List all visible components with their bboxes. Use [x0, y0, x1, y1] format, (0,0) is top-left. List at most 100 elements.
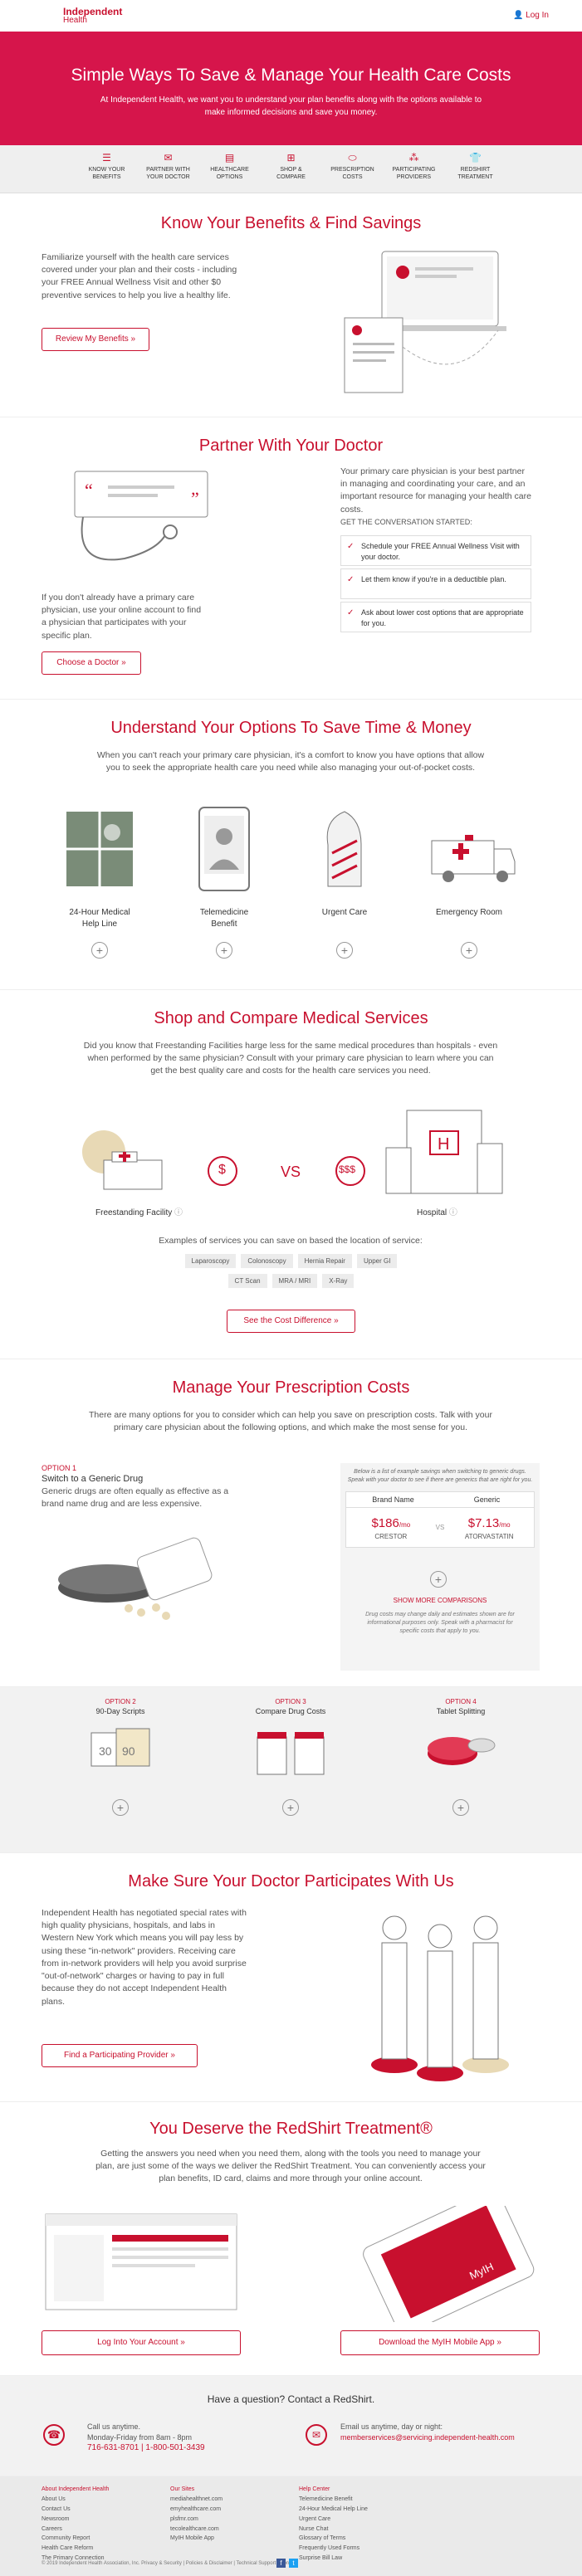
option-card: OPTION 2 90-Day Scripts 30 90 [79, 1697, 162, 1783]
hero-title: Simple Ways To Save & Manage Your Health… [71, 66, 511, 85]
pharmacy-illustration [257, 1731, 325, 1775]
benefits-illustration [344, 251, 506, 393]
option-label: 24-Hour Medical Help Line [69, 908, 130, 929]
benefits-text: Familiarize yourself with the health car… [42, 252, 237, 300]
section-nav: ☰ Know Your Benefits ✉ Partner With Your D… [0, 145, 582, 193]
brand-unit: /mo [399, 1520, 411, 1529]
options-text: When you can't reach your primary care p… [96, 750, 485, 773]
option-title: Tablet Splitting [436, 1707, 486, 1716]
email-circle-icon: ✉ [306, 2424, 327, 2446]
brand-drug-name: CRESTOR [374, 1532, 408, 1540]
service-pill: Hernia Repair [297, 1254, 352, 1269]
expand-plus-icon[interactable]: + [91, 942, 108, 959]
footer-link[interactable]: Frequently Used Forms [299, 2545, 360, 2552]
footer-link[interactable]: Careers [42, 2525, 62, 2532]
download-app-button[interactable]: Download the MyIH Mobile App » [340, 2330, 540, 2355]
info-icon[interactable]: ⓘ [174, 1208, 183, 1217]
redshirt-text: Getting the answers you need when you ne… [95, 2149, 486, 2184]
footer-link[interactable]: mediahealthnet.com [170, 2496, 223, 2502]
checklist-item: Ask about lower cost options that are ap… [340, 602, 531, 632]
twitter-icon[interactable]: t [289, 2559, 298, 2568]
option1-title: Switch to a Generic Drug [42, 1474, 144, 1484]
stethoscope-illustration: “ ” [74, 471, 208, 561]
footer-link[interactable]: Contact Us [42, 2505, 71, 2512]
tab-redshirt-treatment[interactable]: 👕 RedShirt Treatment [452, 152, 499, 193]
svg-text:”: ” [191, 488, 199, 509]
option-label: OPTION 4 [445, 1698, 477, 1705]
prescription-section: Manage Your Prescription Costs There are… [0, 1359, 582, 1687]
checklist-item: Schedule your FREE Annual Wellness Visit… [340, 535, 531, 566]
expand-plus-icon[interactable]: + [452, 1799, 469, 1816]
login-account-button[interactable]: Log Into Your Account » [42, 2330, 241, 2355]
hospital-label: Hospital ⓘ [417, 1208, 457, 1217]
email-link[interactable]: memberservices@servicing.independent-hea… [340, 2432, 515, 2442]
footer-link[interactable]: Telemedicine Benefit [299, 2496, 353, 2502]
cost-difference-button[interactable]: See the Cost Difference » [227, 1310, 355, 1333]
doctor-right-text: Your primary care physician is your best… [340, 466, 531, 515]
tab-participating-providers[interactable]: ⁂ Participating Providers [392, 152, 436, 180]
tab-know-your-benefits[interactable]: ☰ Know Your Benefits [84, 152, 130, 193]
option-card: OPTION 3 Compare Drug Costs [249, 1697, 332, 1783]
review-benefits-button[interactable]: Review My Benefits » [42, 328, 149, 351]
footer-link[interactable]: 24-Hour Medical Help Line [299, 2505, 368, 2512]
tab-prescription-costs[interactable]: ⬭ Prescription Costs [330, 152, 374, 180]
footer-sites: Our Sites mediahealthnet.com emyhealthcar… [170, 2485, 223, 2544]
footer-link[interactable]: Surprise Bill Law [299, 2555, 343, 2562]
expand-plus-icon[interactable]: + [216, 942, 232, 959]
expand-plus-icon[interactable]: + [430, 1571, 447, 1588]
contact-title: Have a question? Contact a RedShirt. [207, 2393, 375, 2405]
benefits-title: Know Your Benefits & Find Savings [160, 214, 422, 232]
copyright: © 2019 Independent Health Association, I… [42, 2561, 298, 2566]
hospital-illustration: H [385, 1110, 503, 1194]
checklist-item: Let them know if you're in a deductible … [340, 568, 531, 599]
vs-text: VS [435, 1524, 445, 1532]
tab-healthcare-options[interactable]: ▤ Healthcare Options [207, 152, 253, 193]
footer-link[interactable]: Community Report [42, 2535, 90, 2542]
footer-link[interactable]: emyhealthcare.com [170, 2505, 222, 2512]
provider-section: Make Sure Your Doctor Participates With … [0, 1853, 582, 2102]
footer-link[interactable]: The Primary Connection [42, 2555, 105, 2562]
expand-plus-icon[interactable]: + [282, 1799, 299, 1816]
table-note: Below is a list of example savings when … [347, 1469, 533, 1483]
footer-link[interactable]: Health Care Reform [42, 2545, 94, 2552]
expand-plus-icon[interactable]: + [461, 942, 477, 959]
tab-partner-doctor[interactable]: ✉ Partner With Your Doctor [146, 152, 190, 180]
services-row-2: CT Scan MRA / MRI X-Ray [0, 1274, 582, 1289]
find-provider-button[interactable]: Find a Participating Provider » [42, 2044, 198, 2067]
footer-link[interactable]: About Us [42, 2496, 66, 2502]
tablet-split-illustration [428, 1736, 496, 1765]
info-icon[interactable]: ⓘ [448, 1208, 457, 1217]
footer: About Independent Health About Us Contact… [0, 2476, 582, 2576]
prescription-text: There are many options for you to consid… [89, 1410, 492, 1433]
provider-text: Independent Health has negotiated specia… [42, 1908, 247, 2007]
table-header: Brand Name Generic [345, 1490, 535, 1509]
footer-link[interactable]: Urgent Care [299, 2515, 331, 2522]
choose-doctor-button[interactable]: Choose a Doctor » [42, 651, 141, 675]
svg-text:H: H [438, 1135, 449, 1154]
footer-help: Help Center Telemedicine Benefit 24-Hour … [299, 2485, 368, 2564]
facebook-icon[interactable]: f [276, 2559, 286, 2568]
tab-shop-compare[interactable]: ⊞ Shop & Compare [268, 152, 315, 193]
expand-plus-icon[interactable]: + [112, 1799, 129, 1816]
svg-text:90: 90 [122, 1744, 135, 1758]
pill-bottle-illustration [58, 1537, 213, 1620]
phone-numbers[interactable]: 716-631-8701 | 1-800-501-3439 [87, 2443, 205, 2453]
laptop-screenshot-illustration [45, 2213, 237, 2310]
footer-link[interactable]: Newsroom [42, 2515, 70, 2522]
show-more-link[interactable]: SHOW MORE COMPARISONS [393, 1597, 487, 1604]
expand-plus-icon[interactable]: + [336, 942, 353, 959]
ambulance-illustration [431, 835, 516, 882]
footer-link[interactable]: plsfmr.com [170, 2515, 198, 2522]
clipboard-icon: ▤ [224, 152, 235, 163]
login-link[interactable]: 👤 Log In [512, 11, 549, 20]
brand-price: $186 [371, 1515, 399, 1530]
footer-link[interactable]: MyIH Mobile App [170, 2535, 214, 2542]
logo[interactable]: Independent Health [63, 6, 123, 25]
footer-link[interactable]: Glossary of Terms [299, 2535, 346, 2542]
footer-link[interactable]: Nurse Chat [299, 2525, 329, 2532]
chat-icon: ✉ [164, 152, 173, 163]
list-icon: ☰ [102, 152, 111, 163]
footer-link[interactable]: tecolealthcare.com [170, 2525, 219, 2532]
option1-text: Generic drugs are often equally as effec… [42, 1486, 229, 1510]
shop-title: Shop and Compare Medical Services [154, 1009, 428, 1027]
